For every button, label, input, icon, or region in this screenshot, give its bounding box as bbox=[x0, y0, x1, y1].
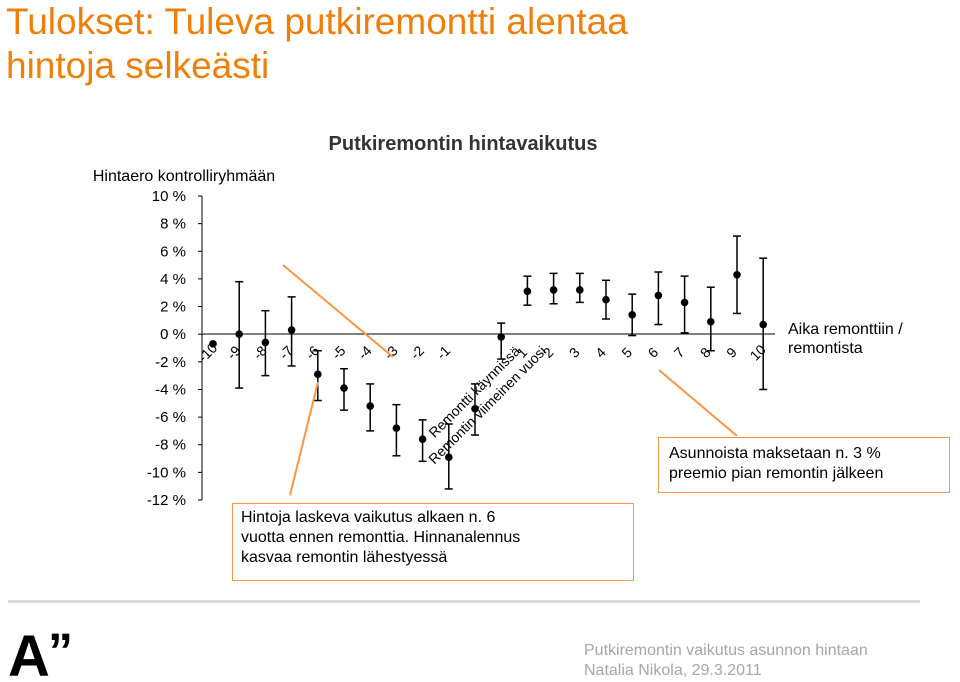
data-point bbox=[235, 330, 243, 338]
y-tick-label: -6 % bbox=[155, 409, 186, 426]
logo-quote: ” bbox=[48, 626, 73, 679]
data-point bbox=[576, 286, 584, 294]
arrow-to-falling-prices-2 bbox=[282, 264, 394, 358]
x-tick-label: -1 bbox=[433, 342, 453, 362]
y-tick-label: 2 % bbox=[160, 299, 186, 316]
x-tick-label: 9 bbox=[723, 344, 740, 361]
data-point bbox=[680, 298, 689, 307]
slide-title: Tulokset: Tuleva putkiremontti alentaa h… bbox=[6, 0, 906, 88]
callout-right-line2: preemio pian remontin jälkeen bbox=[669, 465, 884, 482]
price-effect-chart: Putkiremontin hintavaikutus Hintaero kon… bbox=[93, 133, 775, 509]
x-tick-label: 5 bbox=[618, 344, 635, 361]
x-tick-label: -2 bbox=[407, 342, 427, 362]
footer-line2: Natalia Nikola, 29.3.2011 bbox=[584, 662, 762, 679]
data-point bbox=[628, 311, 636, 319]
y-tick-label: 0 % bbox=[160, 326, 186, 343]
y-tick-label: 4 % bbox=[160, 271, 186, 288]
slide-title-line1: Tulokset: Tuleva putkiremontti alentaa bbox=[6, 1, 628, 42]
footer-line1: Putkiremontin vaikutus asunnon hintaan bbox=[584, 642, 868, 659]
x-axis-side-label: Aika remonttiin / remontista bbox=[788, 320, 903, 358]
footer-text: Putkiremontin vaikutus asunnon hintaan N… bbox=[584, 641, 868, 681]
data-point bbox=[707, 317, 715, 326]
footer-divider bbox=[8, 600, 920, 603]
y-tick-label: -10 % bbox=[147, 464, 186, 481]
data-point bbox=[497, 333, 506, 341]
y-tick-label: -4 % bbox=[155, 381, 186, 398]
x-tick-label: 3 bbox=[566, 344, 583, 361]
data-point bbox=[759, 320, 767, 329]
y-tick-label: -2 % bbox=[155, 354, 186, 371]
aalto-logo: A ” bbox=[8, 626, 73, 680]
logo-letter: A bbox=[8, 626, 50, 680]
callout-left-line1: Hintoja laskeva vaikutus alkaen n. 6 bbox=[241, 509, 496, 526]
data-point bbox=[471, 405, 479, 413]
y-tick-label: 6 % bbox=[160, 243, 186, 260]
slide-title-line2: hintoja selkeästi bbox=[6, 45, 270, 86]
data-point bbox=[366, 402, 375, 410]
callout-left-line2: vuotta ennen remonttia. Hinnanalennus bbox=[241, 529, 521, 546]
data-point bbox=[654, 291, 663, 300]
y-tick-label: -8 % bbox=[155, 437, 186, 454]
y-tick-label: -12 % bbox=[147, 492, 186, 509]
x-tick-label: 7 bbox=[671, 344, 688, 361]
callout-price-decline: Hintoja laskeva vaikutus alkaen n. 6 vuo… bbox=[232, 503, 634, 581]
data-point bbox=[287, 326, 296, 334]
y-axis-label: Hintaero kontrolliryhmään bbox=[93, 168, 275, 185]
data-point bbox=[209, 340, 217, 348]
x-tick-label: -7 bbox=[276, 342, 296, 362]
x-tick-label: -6 bbox=[302, 342, 322, 362]
data-point bbox=[418, 435, 427, 444]
data-point bbox=[314, 370, 322, 379]
data-point bbox=[733, 270, 741, 279]
x-tick-label: -9 bbox=[224, 342, 244, 362]
y-tick-label: 10 % bbox=[152, 188, 186, 205]
callout-right-line1: Asunnoista maksetaan n. 3 % bbox=[669, 445, 881, 462]
callout-left-line3: kasvaa remontin lähestyessä bbox=[241, 549, 448, 566]
x-tick-label: -4 bbox=[355, 342, 375, 362]
data-point bbox=[392, 424, 401, 432]
data-point bbox=[340, 384, 348, 392]
x-tick-label: 10 bbox=[746, 341, 768, 363]
data-point bbox=[261, 338, 270, 347]
callout-premium: Asunnoista maksetaan n. 3 % preemio pian… bbox=[658, 437, 950, 493]
arrow-to-premium bbox=[658, 369, 738, 437]
data-point bbox=[523, 287, 532, 296]
x-tick-label: -3 bbox=[381, 342, 401, 362]
y-tick-label: 8 % bbox=[160, 216, 186, 233]
x-tick-label: 4 bbox=[592, 344, 609, 361]
data-point bbox=[602, 295, 610, 304]
side-label-line2: remontista bbox=[788, 340, 863, 357]
x-tick-label: 6 bbox=[644, 344, 661, 361]
arrow-to-falling-prices bbox=[289, 381, 319, 496]
side-label-line1: Aika remonttiin / bbox=[788, 321, 903, 338]
data-point bbox=[549, 286, 558, 294]
chart-title: Putkiremontin hintavaikutus bbox=[329, 133, 598, 155]
data-point bbox=[445, 453, 453, 461]
x-tick-label: -5 bbox=[328, 342, 348, 362]
